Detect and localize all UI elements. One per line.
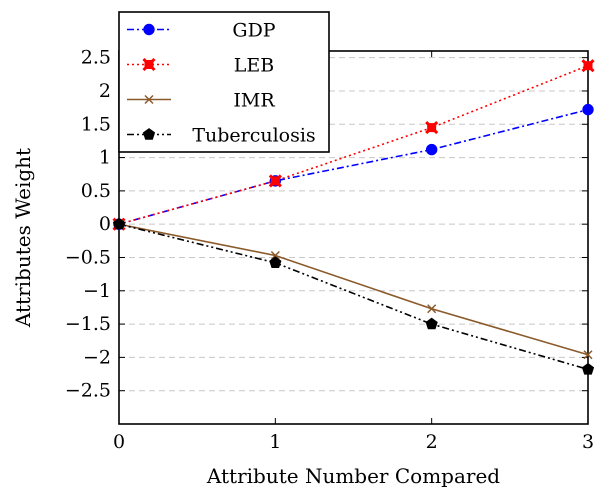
x-tick-label: 1 xyxy=(269,431,281,453)
y-tick-label: 1 xyxy=(99,147,111,169)
legend-marker xyxy=(142,128,156,140)
legend-marker xyxy=(143,23,155,36)
axes xyxy=(118,50,589,425)
y-tick-label: −2 xyxy=(83,346,111,368)
series-line-imr xyxy=(118,223,589,356)
y-tick-label: −1.5 xyxy=(65,313,111,335)
data-point-tuberculosis xyxy=(425,317,438,330)
y-tick-label: −1 xyxy=(83,280,111,302)
legend-box xyxy=(118,11,330,153)
data-point-imr xyxy=(583,350,593,360)
data-point-imr xyxy=(427,304,437,314)
x-axis-title: Attribute Number Compared xyxy=(206,464,500,488)
legend-item-gdp: GDP xyxy=(127,20,276,42)
legend-item-tuberculosis: Tuberculosis xyxy=(127,125,316,147)
y-tick-label: −2.5 xyxy=(65,380,111,402)
y-tick-label: 0.5 xyxy=(81,180,111,202)
x-tick-label: 3 xyxy=(582,431,594,453)
data-point-tuberculosis xyxy=(581,362,595,375)
y-axis-title: Attributes Weight xyxy=(11,148,35,328)
data-point-imr xyxy=(270,250,280,261)
x-tick-label: 2 xyxy=(426,431,438,453)
data-point-leb xyxy=(268,174,282,188)
legend: GDP LEB IMR Tuberculosis xyxy=(118,11,330,153)
y-tick-label: 2 xyxy=(99,80,111,102)
plot-frame xyxy=(118,50,589,425)
series-line-leb xyxy=(118,64,589,225)
data-point-gdp xyxy=(425,143,438,156)
series-lines xyxy=(112,59,595,375)
data-point-leb xyxy=(425,121,439,135)
x-tick-label: 0 xyxy=(113,431,125,453)
y-tick-label: −0.5 xyxy=(65,246,111,268)
legend-label: GDP xyxy=(232,20,275,42)
tick-labels: 2.5 2 1.5 1 0.5 0 −0.5 −1 −1.5 −2 −2.5 0 1 2 3 xyxy=(65,47,594,453)
legend-label: IMR xyxy=(233,90,275,112)
grid-lines xyxy=(119,57,588,392)
data-point-tuberculosis xyxy=(112,217,126,230)
data-point-tuberculosis xyxy=(269,256,282,268)
legend-marker xyxy=(142,57,156,72)
legend-label: Tuberculosis xyxy=(192,125,315,147)
legend-item-leb: LEB xyxy=(127,55,274,77)
series-line-tuberculosis xyxy=(118,223,589,371)
legend-label: LEB xyxy=(234,55,274,77)
data-point-leb xyxy=(581,59,595,73)
data-point-gdp xyxy=(582,103,594,116)
y-tick-label: 0 xyxy=(99,213,111,235)
legend-item-imr: IMR xyxy=(127,90,275,112)
y-tick-label: 2.5 xyxy=(81,47,111,69)
y-tick-label: 1.5 xyxy=(81,113,111,135)
legend-marker xyxy=(144,94,154,105)
